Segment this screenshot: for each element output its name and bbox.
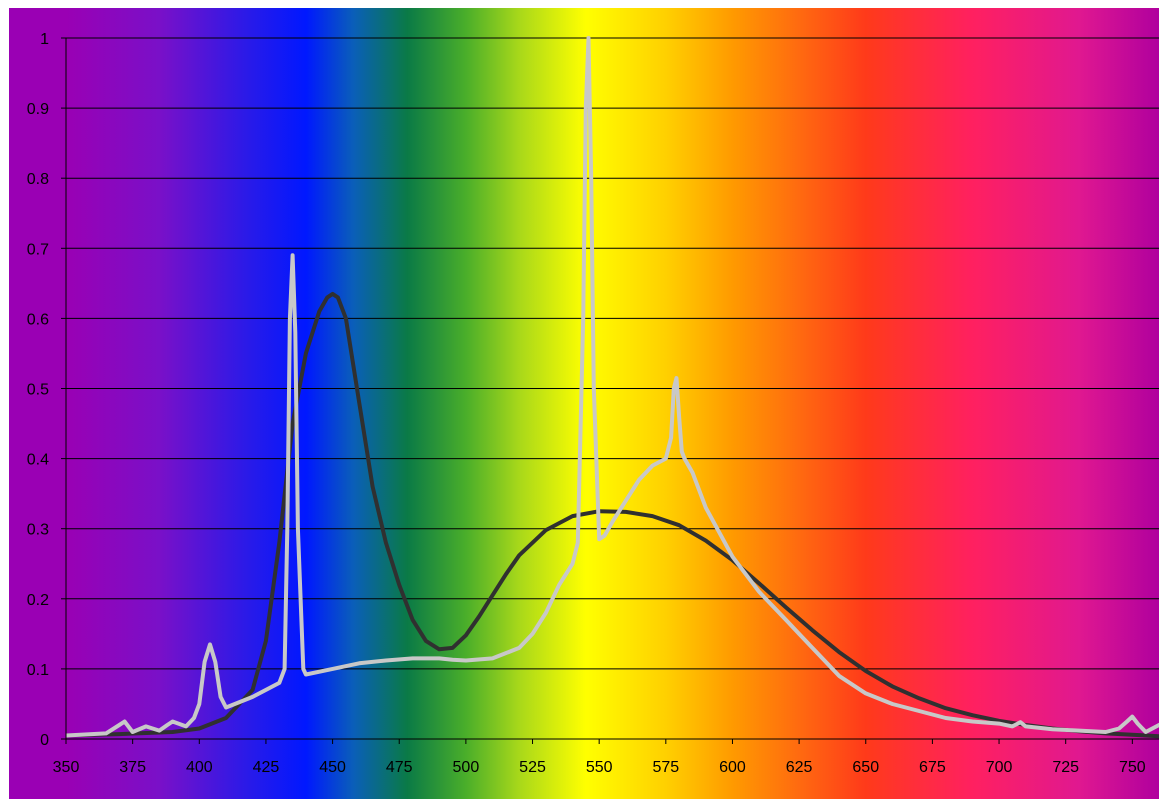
x-tick-label: 725 — [1052, 759, 1079, 776]
y-tick-label: 1 — [40, 31, 49, 48]
x-tick-label: 375 — [119, 759, 146, 776]
y-tick-label: 0.9 — [27, 101, 49, 118]
x-tick-label: 450 — [319, 759, 346, 776]
y-tick-label: 0.1 — [27, 662, 49, 679]
x-tick-label: 525 — [519, 759, 546, 776]
x-tick-label: 625 — [786, 759, 813, 776]
y-tick-label: 0.5 — [27, 382, 49, 399]
y-tick-label: 0.3 — [27, 522, 49, 539]
x-tick-labels: 350 375 400 425 450 475 500 525 550 575 600 625 650 6… — [53, 739, 1146, 776]
x-tick-label: 425 — [253, 759, 280, 776]
x-tick-label: 550 — [586, 759, 613, 776]
x-tick-label: 400 — [186, 759, 213, 776]
series-line-2 — [66, 36, 1159, 738]
y-tick-label: 0.4 — [27, 452, 49, 469]
y-tick-label: 0.2 — [27, 592, 49, 609]
series-line-1 — [66, 291, 1159, 739]
y-tick-label: 0.6 — [27, 311, 49, 328]
x-tick-label: 700 — [986, 759, 1013, 776]
x-tick-label: 500 — [453, 759, 480, 776]
gridlines — [66, 37, 1159, 670]
x-tick-label: 600 — [719, 759, 746, 776]
y-tick-label: 0.8 — [27, 171, 49, 188]
series-group — [66, 36, 1159, 739]
x-tick-label: 675 — [919, 759, 946, 776]
x-tick-label: 650 — [852, 759, 879, 776]
y-tick-label: 0.7 — [27, 241, 49, 258]
y-tick-labels: 0 0.1 0.2 0.3 0.4 0.5 0.6 0.7 0.8 0.9 1 — [27, 31, 66, 749]
x-tick-label: 575 — [652, 759, 679, 776]
x-tick-label: 475 — [386, 759, 413, 776]
y-tick-label: 0 — [40, 732, 49, 749]
x-tick-label: 750 — [1119, 759, 1146, 776]
x-tick-label: 350 — [53, 759, 80, 776]
